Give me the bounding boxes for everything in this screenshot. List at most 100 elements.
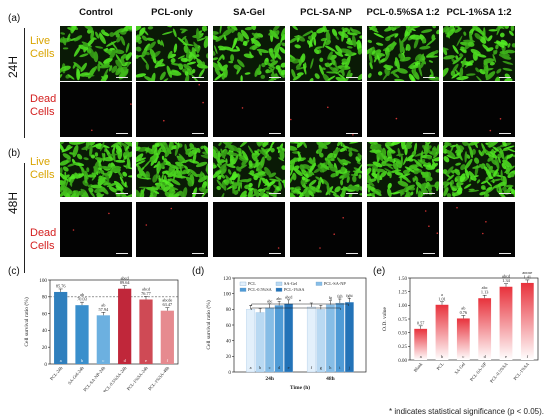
y-tick-label: 80	[226, 307, 232, 313]
y-tick-label: 100	[39, 278, 47, 284]
micrograph-dead-r4-c3	[213, 202, 285, 257]
bar-PCL-SA-NP	[478, 298, 492, 360]
bar-letter: a	[60, 358, 62, 363]
column-header-6: PCL-1%SA 1:2	[446, 7, 512, 18]
value-label: 85.76	[56, 283, 67, 288]
value-label: 57.94	[98, 307, 109, 312]
y-tick-label: 1.00	[398, 304, 407, 309]
x-tick-label: 24h	[265, 376, 274, 382]
y-tick-label: 1.25	[398, 290, 407, 295]
bar-Blank	[414, 328, 428, 360]
sig-label: abcd	[285, 294, 293, 299]
bar-letter: c	[462, 354, 464, 359]
scale-bar	[499, 193, 511, 194]
sig-label: abcd	[502, 274, 511, 279]
scale-bar	[269, 133, 281, 134]
y-tick-label: 100	[223, 291, 231, 297]
y-tick-label: 60	[42, 311, 48, 317]
legend-swatch-1	[275, 281, 283, 286]
y-tick-label: 20	[226, 354, 232, 360]
column-header-3: SA-Gel	[233, 7, 265, 18]
bar-letter: h	[329, 365, 332, 370]
bar-letter: d	[278, 365, 281, 370]
x-tick-label: SA-Gel	[453, 361, 466, 375]
micrograph-live-r1-c3	[213, 26, 285, 81]
y-tick-label: 0.75	[398, 318, 407, 323]
value-label: 70.03	[77, 297, 87, 302]
scale-bar	[499, 253, 511, 254]
scale-bar	[499, 133, 511, 134]
micrograph-dead-r2-c2	[136, 82, 208, 137]
sig-label: abc	[482, 285, 488, 290]
micrograph-live-r3-c6	[443, 142, 515, 197]
bar-PCL-1%SA-24h	[139, 299, 153, 364]
micrograph-dead-r2-c5	[367, 82, 439, 137]
legend-swatch-3	[239, 287, 247, 292]
sig-label: abcde	[522, 272, 532, 275]
micrograph-live-r3-c3	[213, 142, 285, 197]
bar-letter: i	[339, 365, 341, 370]
column-header-5: PCL-0.5%SA 1:2	[366, 7, 440, 18]
legend-swatch-4	[275, 287, 283, 292]
bar-letter: e	[145, 358, 147, 363]
micrograph-dead-r4-c2	[136, 202, 208, 257]
sig-label: ab	[461, 305, 465, 310]
y-tick-label: 40	[42, 328, 48, 334]
x-tick-label: PCL-0.5%SA-24h	[102, 365, 128, 392]
micrograph-dead-r2-c4	[290, 82, 362, 137]
footnote: * indicates statistical significance (p …	[389, 407, 544, 416]
panel-b-letter: (b)	[8, 148, 21, 159]
micrograph-dead-r4-c1	[60, 202, 132, 257]
bar-PCL-0.5%SA	[499, 286, 513, 360]
x-tick-label: PCL-1%SA-48h	[147, 365, 170, 392]
micrograph-live-r3-c2	[136, 142, 208, 197]
bar-letter: f	[167, 358, 169, 363]
scale-bar	[269, 193, 281, 194]
sig-label: abcd	[121, 276, 130, 281]
live-cells-label-a: Live Cells	[30, 35, 55, 60]
x-tick-label: PCL-1%SA	[512, 361, 530, 381]
panel-c-letter: (c)	[8, 266, 20, 277]
time-label-48h: 48H	[6, 192, 20, 215]
micrograph-live-r1-c2	[136, 26, 208, 81]
value-label: 1.34	[502, 278, 510, 283]
bar-letter: b	[259, 365, 261, 370]
y-tick-label: 60	[226, 323, 232, 329]
sig-star: *	[299, 300, 302, 305]
dead-cells-label-a: Dead Cells	[30, 93, 57, 118]
bar-letter: e	[288, 365, 290, 370]
column-header-1: Control	[79, 7, 113, 18]
bar-PCL-24h	[246, 309, 256, 373]
bar-letter: f	[527, 354, 529, 359]
x-tick-label: Blank	[413, 361, 424, 373]
scale-bar	[192, 133, 204, 134]
micrograph-live-r3-c5	[367, 142, 439, 197]
scale-bar	[346, 133, 358, 134]
sig-label: abcde	[162, 298, 172, 303]
bar-letter: f	[311, 365, 313, 370]
chart-d-survival-time: 0 20 40 60 80 100 120 Cell survival ratio (%) Ti…	[205, 276, 367, 391]
micrograph-live-r1-c4	[290, 26, 362, 81]
y-tick-label: 0.00	[398, 359, 407, 364]
micrograph-live-r3-c1	[60, 142, 132, 197]
bar-PCL-0.5%SA-24h	[274, 305, 284, 373]
bar-PCL-24h	[54, 291, 68, 364]
y-axis-label: Cell survival ratio (%)	[205, 300, 212, 350]
legend-label-3: PCL-0.5%SA	[248, 287, 273, 292]
micrograph-live-r1-c6	[443, 26, 515, 81]
y-tick-label: 0	[228, 370, 231, 376]
sig-label: a	[441, 292, 443, 297]
value-label: 0.57	[417, 320, 425, 325]
scale-bar	[192, 253, 204, 254]
micrograph-dead-r2-c1	[60, 82, 132, 137]
legend-label-2: PCL-SA-NP	[324, 281, 346, 286]
bar-SA-Gel	[456, 318, 470, 360]
chart-e-od-value: 0.00 0.25 0.50 0.75 1.00 1.25 1.50 O.D. value 0.…	[382, 272, 539, 384]
scale-bar	[116, 253, 128, 254]
bar-PCL-0.5%SA-48h	[335, 302, 345, 373]
scale-bar	[192, 193, 204, 194]
micrograph-live-r1-c1	[60, 26, 132, 81]
bar-letter: e	[505, 354, 507, 359]
bar-SA-Gel-24h	[255, 312, 265, 373]
bar-SA-Gel-24h	[75, 305, 89, 364]
